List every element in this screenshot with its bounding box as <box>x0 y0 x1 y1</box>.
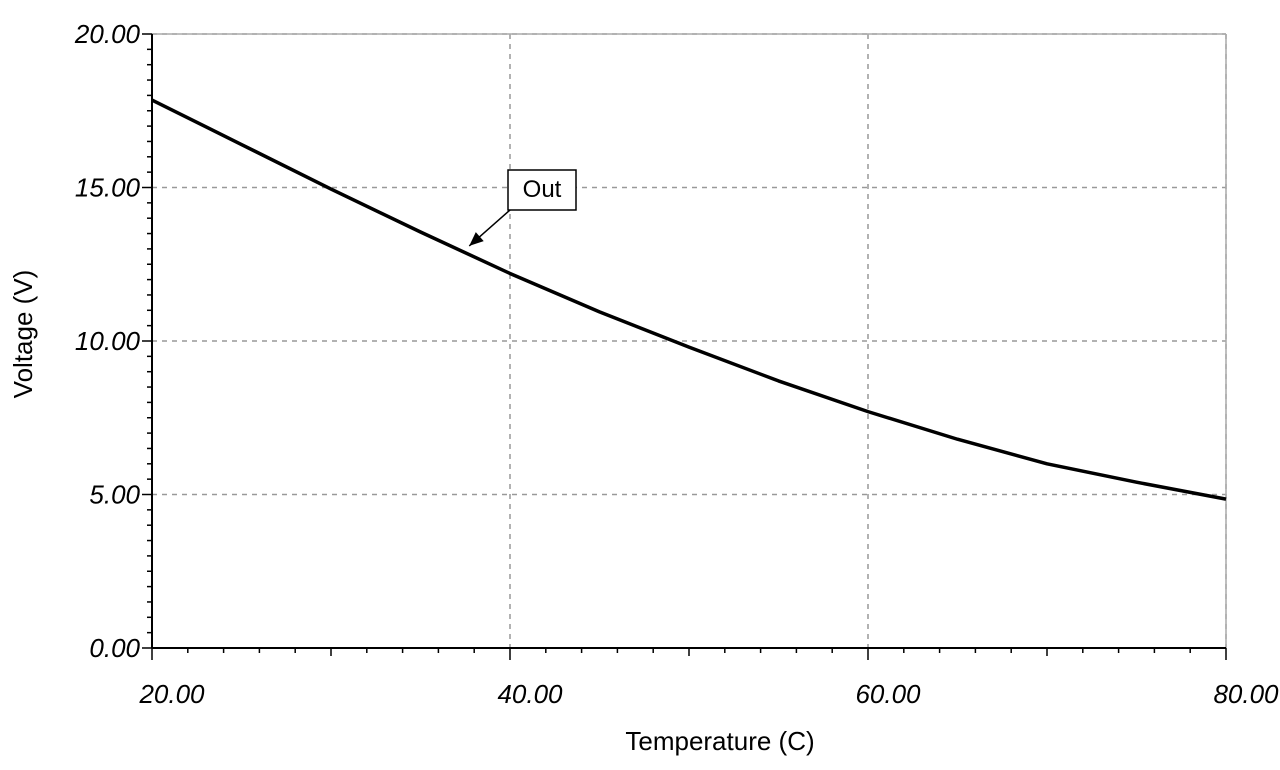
x-tick-label: 60.00 <box>855 679 921 709</box>
y-tick-label: 5.00 <box>89 480 140 510</box>
y-tick-label: 0.00 <box>89 633 140 663</box>
x-tick-label: 40.00 <box>497 679 563 709</box>
callouts: Out <box>468 169 577 247</box>
series <box>151 98 1227 501</box>
y-tick-label: 15.00 <box>75 173 141 203</box>
x-tick-label: 80.00 <box>1213 679 1279 709</box>
y-tick-label: 10.00 <box>75 326 141 356</box>
callout-label: Out <box>523 176 562 203</box>
y-tick-label: 20.00 <box>74 19 141 49</box>
series-line <box>151 98 1227 501</box>
ticks <box>142 33 1227 660</box>
callout-arrowhead <box>469 232 484 246</box>
y-axis-title: Voltage (V) <box>8 270 38 399</box>
x-axis-title: Temperature (C) <box>625 726 814 756</box>
x-tick-label: 20.00 <box>138 679 205 709</box>
tick-labels: 0.00 5.00 10.00 15.00 20.00 20.00 40.00 60.00 80… <box>74 19 1279 709</box>
grid <box>152 33 1227 648</box>
callout-box <box>507 169 577 211</box>
